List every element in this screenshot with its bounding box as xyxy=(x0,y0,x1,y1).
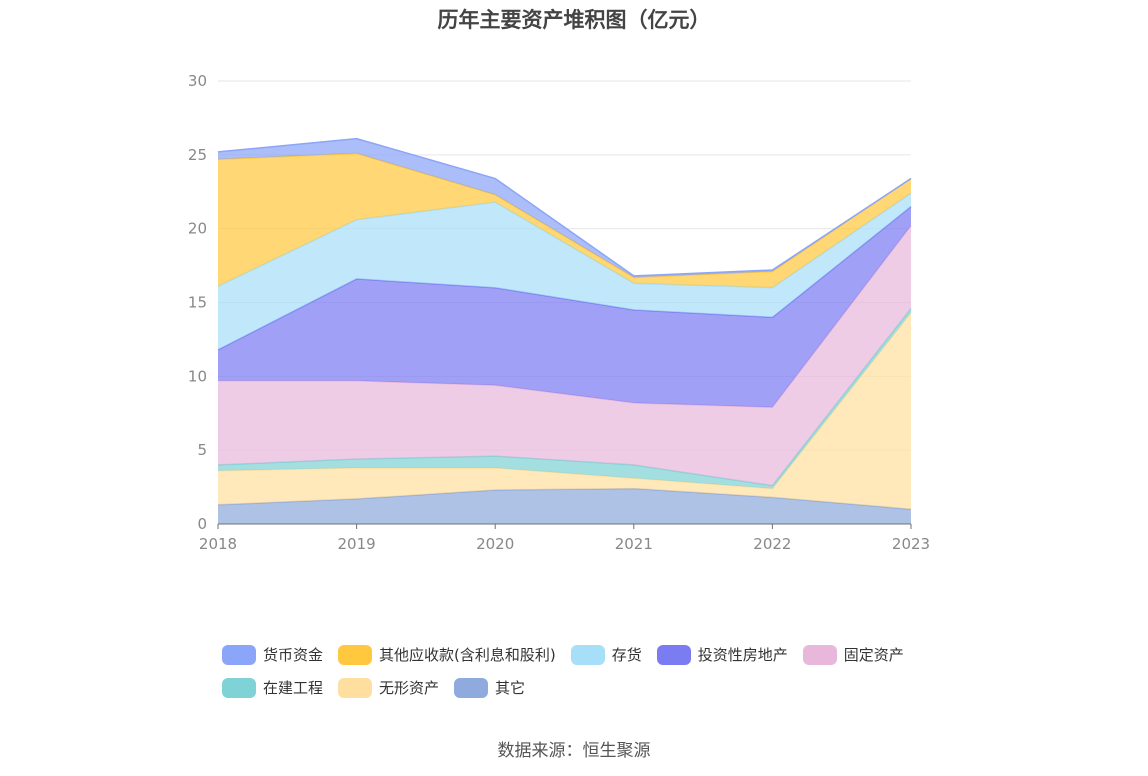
legend-label: 无形资产 xyxy=(379,679,440,697)
x-tick-label: 2021 xyxy=(615,535,653,553)
data-source-note: 数据来源：恒生聚源 xyxy=(497,741,651,761)
area-series-0 xyxy=(218,488,911,524)
area-series-4 xyxy=(218,206,911,408)
x-tick-label: 2023 xyxy=(892,535,930,553)
area-series-3 xyxy=(218,225,911,486)
legend-item[interactable]: 存货 xyxy=(570,644,642,665)
legend-swatch xyxy=(802,644,837,665)
stacked-area-chart: 0 5 10 15 20 25 30 2018 2019 2020 2021 2022 2023 xyxy=(188,72,930,553)
area-series-1 xyxy=(218,312,911,510)
legend-swatch xyxy=(338,677,373,698)
chart-title: 历年主要资产堆积图（亿元） xyxy=(437,8,711,32)
chart-legend: 货币资金 其他应收款(含利息和股利) 存货 投资性房地产 固定资产 在建工程 无形资产 其它 xyxy=(222,638,942,704)
legend-row: 货币资金 其他应收款(含利息和股利) 存货 投资性房地产 固定资产 xyxy=(222,638,942,671)
legend-swatch xyxy=(656,644,691,665)
y-tick-label: 30 xyxy=(188,72,207,90)
legend-swatch xyxy=(454,677,489,698)
legend-row: 在建工程 无形资产 其它 xyxy=(222,671,942,704)
legend-label: 其他应收款(含利息和股利) xyxy=(379,646,556,664)
x-tick-label: 2020 xyxy=(476,535,514,553)
legend-item[interactable]: 固定资产 xyxy=(802,644,904,665)
area-series-5 xyxy=(218,193,911,350)
legend-item[interactable]: 其它 xyxy=(454,677,525,698)
y-tick-label: 0 xyxy=(197,515,207,533)
x-tick-label: 2018 xyxy=(199,535,237,553)
x-tick-label: 2019 xyxy=(338,535,376,553)
legend-label: 投资性房地产 xyxy=(697,646,788,664)
y-tick-label: 25 xyxy=(188,146,207,164)
legend-label: 存货 xyxy=(611,646,642,664)
legend-item[interactable]: 无形资产 xyxy=(338,677,439,698)
legend-label: 固定资产 xyxy=(843,646,904,664)
y-tick-label: 15 xyxy=(188,294,207,312)
legend-item[interactable]: 投资性房地产 xyxy=(656,644,788,665)
y-tick-label: 10 xyxy=(188,367,207,385)
legend-item[interactable]: 其他应收款(含利息和股利) xyxy=(338,644,556,665)
area-series-6 xyxy=(218,153,911,288)
legend-label: 在建工程 xyxy=(263,679,324,697)
area-series-7 xyxy=(218,138,911,278)
legend-swatch xyxy=(338,644,373,665)
legend-swatch xyxy=(222,677,256,698)
legend-label: 货币资金 xyxy=(263,646,324,664)
legend-swatch xyxy=(222,644,256,665)
y-tick-label: 5 xyxy=(197,441,207,459)
x-tick-label: 2022 xyxy=(753,535,791,553)
legend-swatch xyxy=(570,644,605,665)
legend-item[interactable]: 货币资金 xyxy=(222,644,323,665)
y-tick-label: 20 xyxy=(188,220,207,238)
area-series-line-7 xyxy=(217,137,912,277)
legend-item[interactable]: 在建工程 xyxy=(222,677,323,698)
legend-label: 其它 xyxy=(495,679,526,697)
